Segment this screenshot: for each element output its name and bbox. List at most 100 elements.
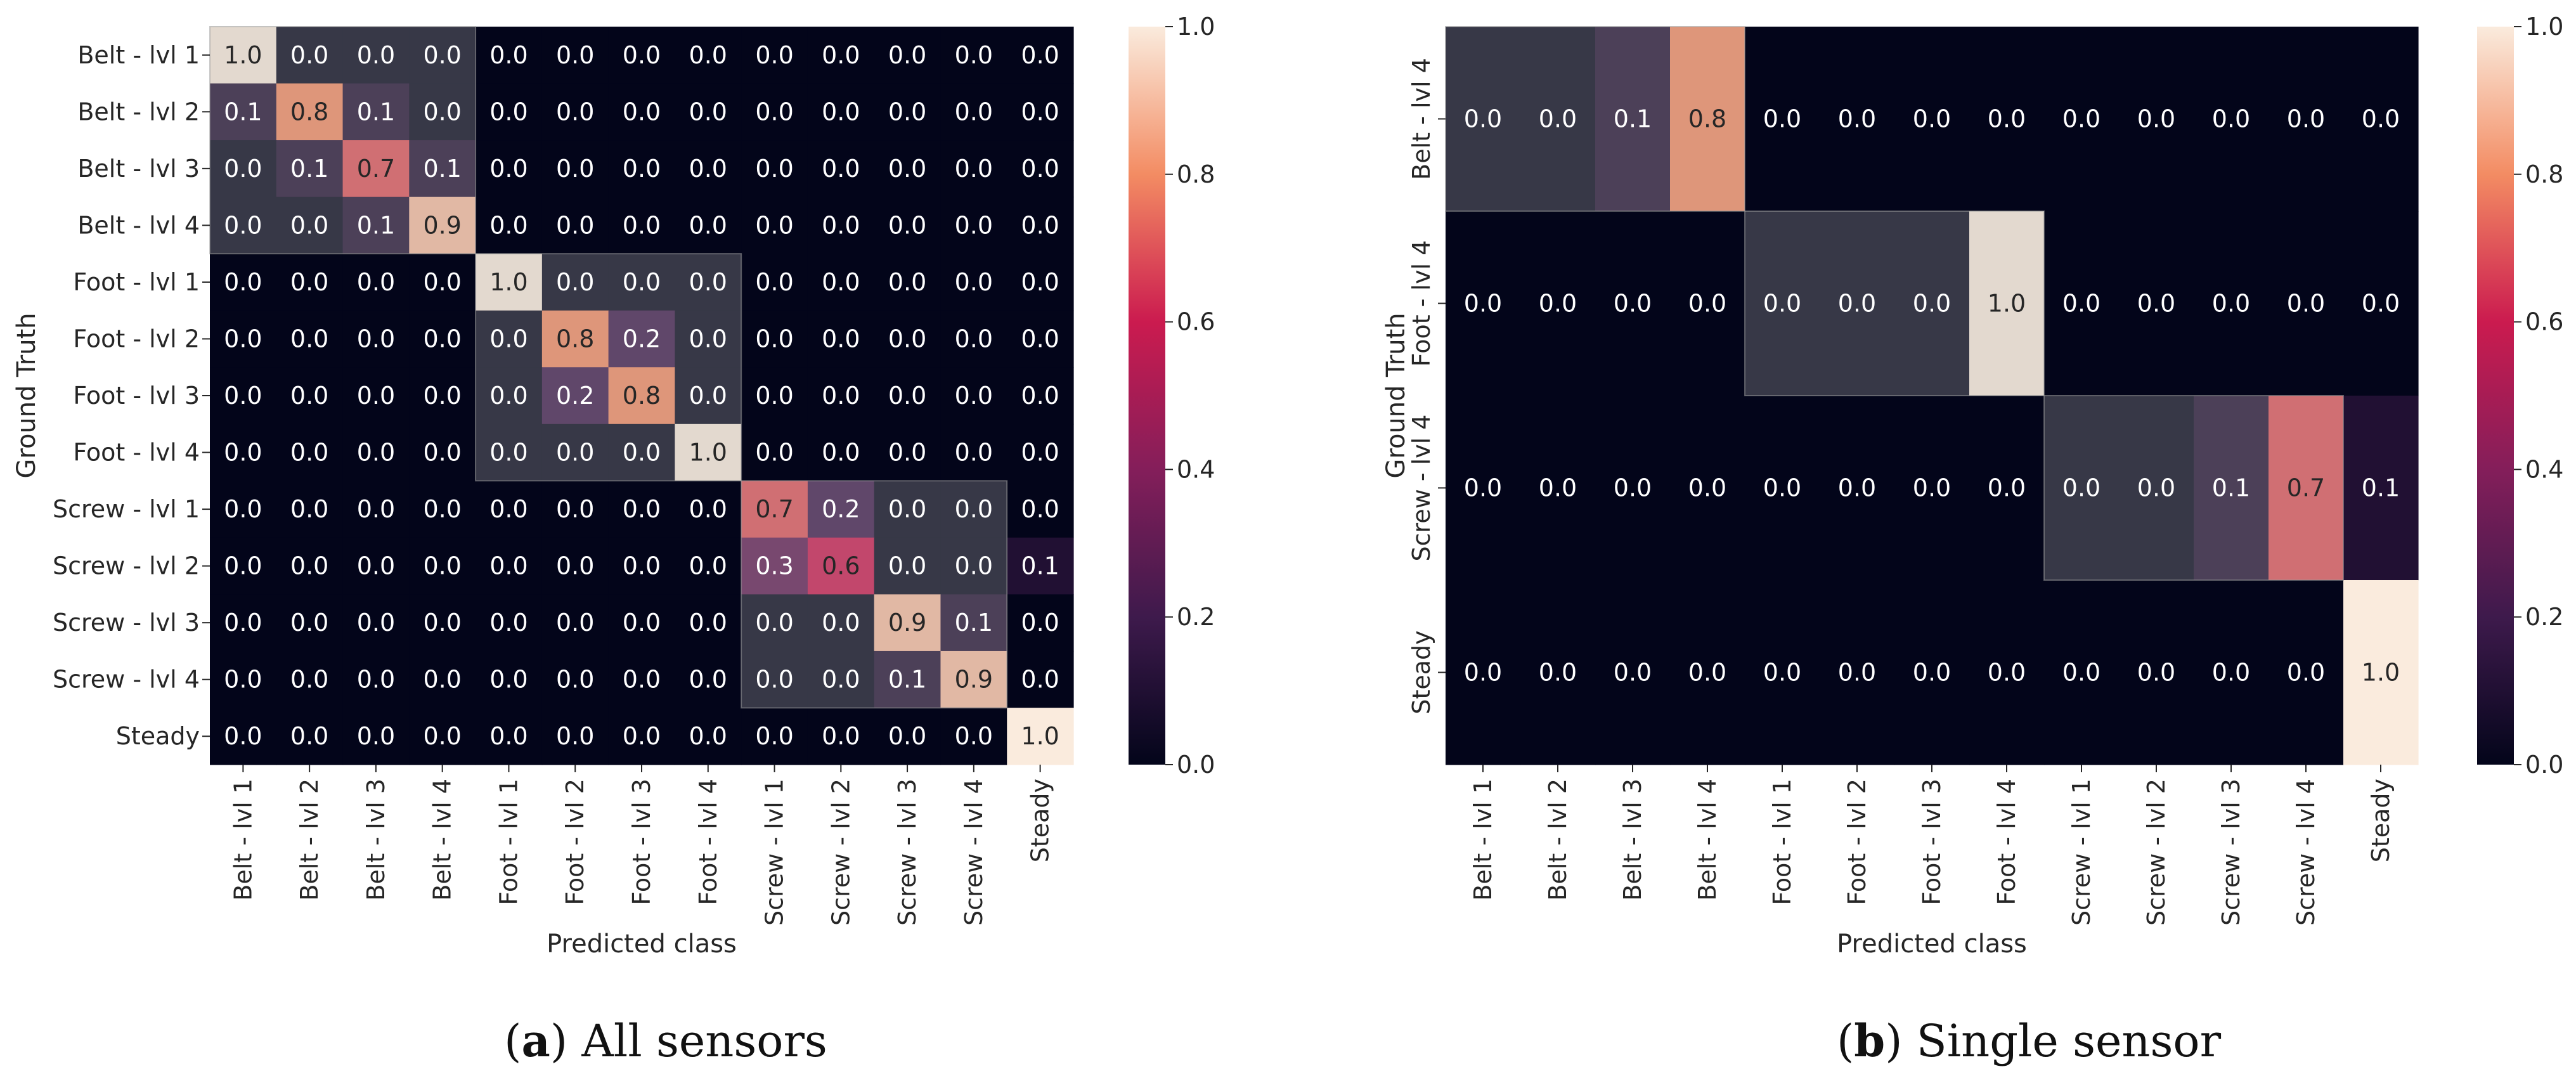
cell-value-label: 0.0 <box>556 98 594 126</box>
heatmap-cell <box>807 83 875 141</box>
cell-value-label: 0.7 <box>755 495 793 523</box>
cell-value-label: 0.0 <box>489 666 527 694</box>
cell-value-label: 0.1 <box>888 666 926 694</box>
cell-value-label: 0.0 <box>290 722 328 750</box>
heatmap-cell <box>2044 27 2120 212</box>
heatmap-cell <box>608 140 675 198</box>
heatmap-cell <box>874 708 942 765</box>
heatmap-cell <box>608 254 675 311</box>
cell-value-label: 0.0 <box>489 325 527 353</box>
cell-value-label: 0.0 <box>822 268 860 296</box>
heatmap-cell <box>1446 211 1521 396</box>
cell-value-label: 0.0 <box>489 382 527 410</box>
colorbar-tick-label: 1.0 <box>1177 13 1215 41</box>
cell-value-label: 0.0 <box>1913 290 1951 318</box>
heatmap-cell <box>1446 580 1521 765</box>
cell-value-label: 0.0 <box>556 439 594 467</box>
cell-value-label: 0.0 <box>357 552 395 580</box>
heatmap-cell <box>409 27 476 84</box>
cell-value-label: 0.0 <box>556 155 594 183</box>
cell-value-label: 0.0 <box>2062 474 2100 502</box>
cell-value-label: 0.0 <box>755 325 793 353</box>
heatmap-cell <box>675 594 742 652</box>
heatmap-cell <box>1894 27 1970 212</box>
cell-value-label: 0.0 <box>1021 268 1059 296</box>
cell-value-label: 0.0 <box>224 609 262 637</box>
cell-value-label: 0.0 <box>1464 659 1502 687</box>
heatmap-cell <box>541 651 609 709</box>
cell-value-label: 1.0 <box>224 41 262 69</box>
heatmap-cell <box>807 140 875 198</box>
cell-value-label: 0.0 <box>1838 290 1876 318</box>
cell-value-label: 0.0 <box>689 609 727 637</box>
cell-value-label: 0.0 <box>623 609 661 637</box>
cell-value-label: 0.0 <box>1539 659 1577 687</box>
cell-value-label: 0.1 <box>224 98 262 126</box>
cell-value-label: 1.0 <box>689 439 727 467</box>
cell-value-label: 0.1 <box>423 155 461 183</box>
cell-value-label: 0.0 <box>2062 659 2100 687</box>
cell-value-label: 0.8 <box>623 382 661 410</box>
heatmap-cell <box>476 481 543 538</box>
heatmap-cell <box>342 424 410 481</box>
x-tick-label: Belt - lvl 4 <box>1693 779 1721 901</box>
heatmap-cell <box>1520 396 1596 581</box>
cell-value-label: 0.0 <box>423 98 461 126</box>
heatmap-cell <box>342 197 410 254</box>
heatmap-cell <box>409 537 476 595</box>
heatmap-cell <box>1745 27 1820 212</box>
cell-value-label: 0.0 <box>822 211 860 239</box>
cell-value-label: 0.0 <box>290 382 328 410</box>
heatmap-cell <box>2269 27 2344 212</box>
cell-value-label: 0.0 <box>1614 474 1652 502</box>
heatmap-cell <box>210 254 277 311</box>
heatmap-cell <box>476 367 543 425</box>
cell-value-label: 0.0 <box>623 495 661 523</box>
heatmap-cell <box>1007 424 1074 481</box>
cell-value-label: 0.0 <box>2287 290 2325 318</box>
cell-value-label: 0.0 <box>689 722 727 750</box>
heatmap-cell <box>409 594 476 652</box>
cell-value-label: 0.0 <box>755 382 793 410</box>
cell-value-label: 0.0 <box>755 666 793 694</box>
heatmap-cell <box>1670 211 1745 396</box>
heatmap-cell <box>342 537 410 595</box>
cell-value-label: 0.0 <box>224 268 262 296</box>
heatmap-cell <box>342 310 410 368</box>
cell-value-label: 0.0 <box>1021 325 1059 353</box>
heatmap-cell <box>1007 140 1074 198</box>
cell-value-label: 0.0 <box>955 98 993 126</box>
heatmap-cell <box>476 140 543 198</box>
heatmap-cell <box>741 83 808 141</box>
heatmap-cell <box>608 537 675 595</box>
caption-b: (b) Single sensor <box>1836 1014 2222 1067</box>
cell-value-label: 0.1 <box>1021 552 1059 580</box>
cell-value-label: 0.0 <box>689 382 727 410</box>
heatmap-cell <box>409 424 476 481</box>
group-highlight-block <box>209 26 477 255</box>
cell-value-label: 0.0 <box>224 382 262 410</box>
cell-value-label: 0.0 <box>955 722 993 750</box>
cell-value-label: 0.2 <box>623 325 661 353</box>
cell-value-label: 0.0 <box>1021 439 1059 467</box>
y-tick-label: Foot - lvl 3 <box>73 382 200 410</box>
heatmap-cell <box>476 197 543 254</box>
cell-value-label: 0.0 <box>224 155 262 183</box>
heatmap-cell <box>1007 367 1074 425</box>
heatmap-cell <box>1007 83 1074 141</box>
y-tick-label: Foot - lvl 4 <box>1408 240 1435 367</box>
cell-value-label: 0.0 <box>357 609 395 637</box>
heatmap-cell <box>741 424 808 481</box>
cell-value-label: 0.0 <box>290 211 328 239</box>
heatmap-cell <box>2269 396 2344 581</box>
heatmap-cell <box>541 27 609 84</box>
cell-value-label: 0.0 <box>556 722 594 750</box>
heatmap-cell <box>741 27 808 84</box>
cell-value-label: 1.0 <box>2362 659 2400 687</box>
heatmap-cell <box>608 310 675 368</box>
x-tick-label: Screw - lvl 4 <box>960 779 988 926</box>
heatmap-cell <box>1595 580 1671 765</box>
y-axis-label: Ground Truth <box>1382 313 1411 478</box>
cell-value-label: 0.0 <box>1539 474 1577 502</box>
cell-value-label: 0.0 <box>2137 105 2175 133</box>
